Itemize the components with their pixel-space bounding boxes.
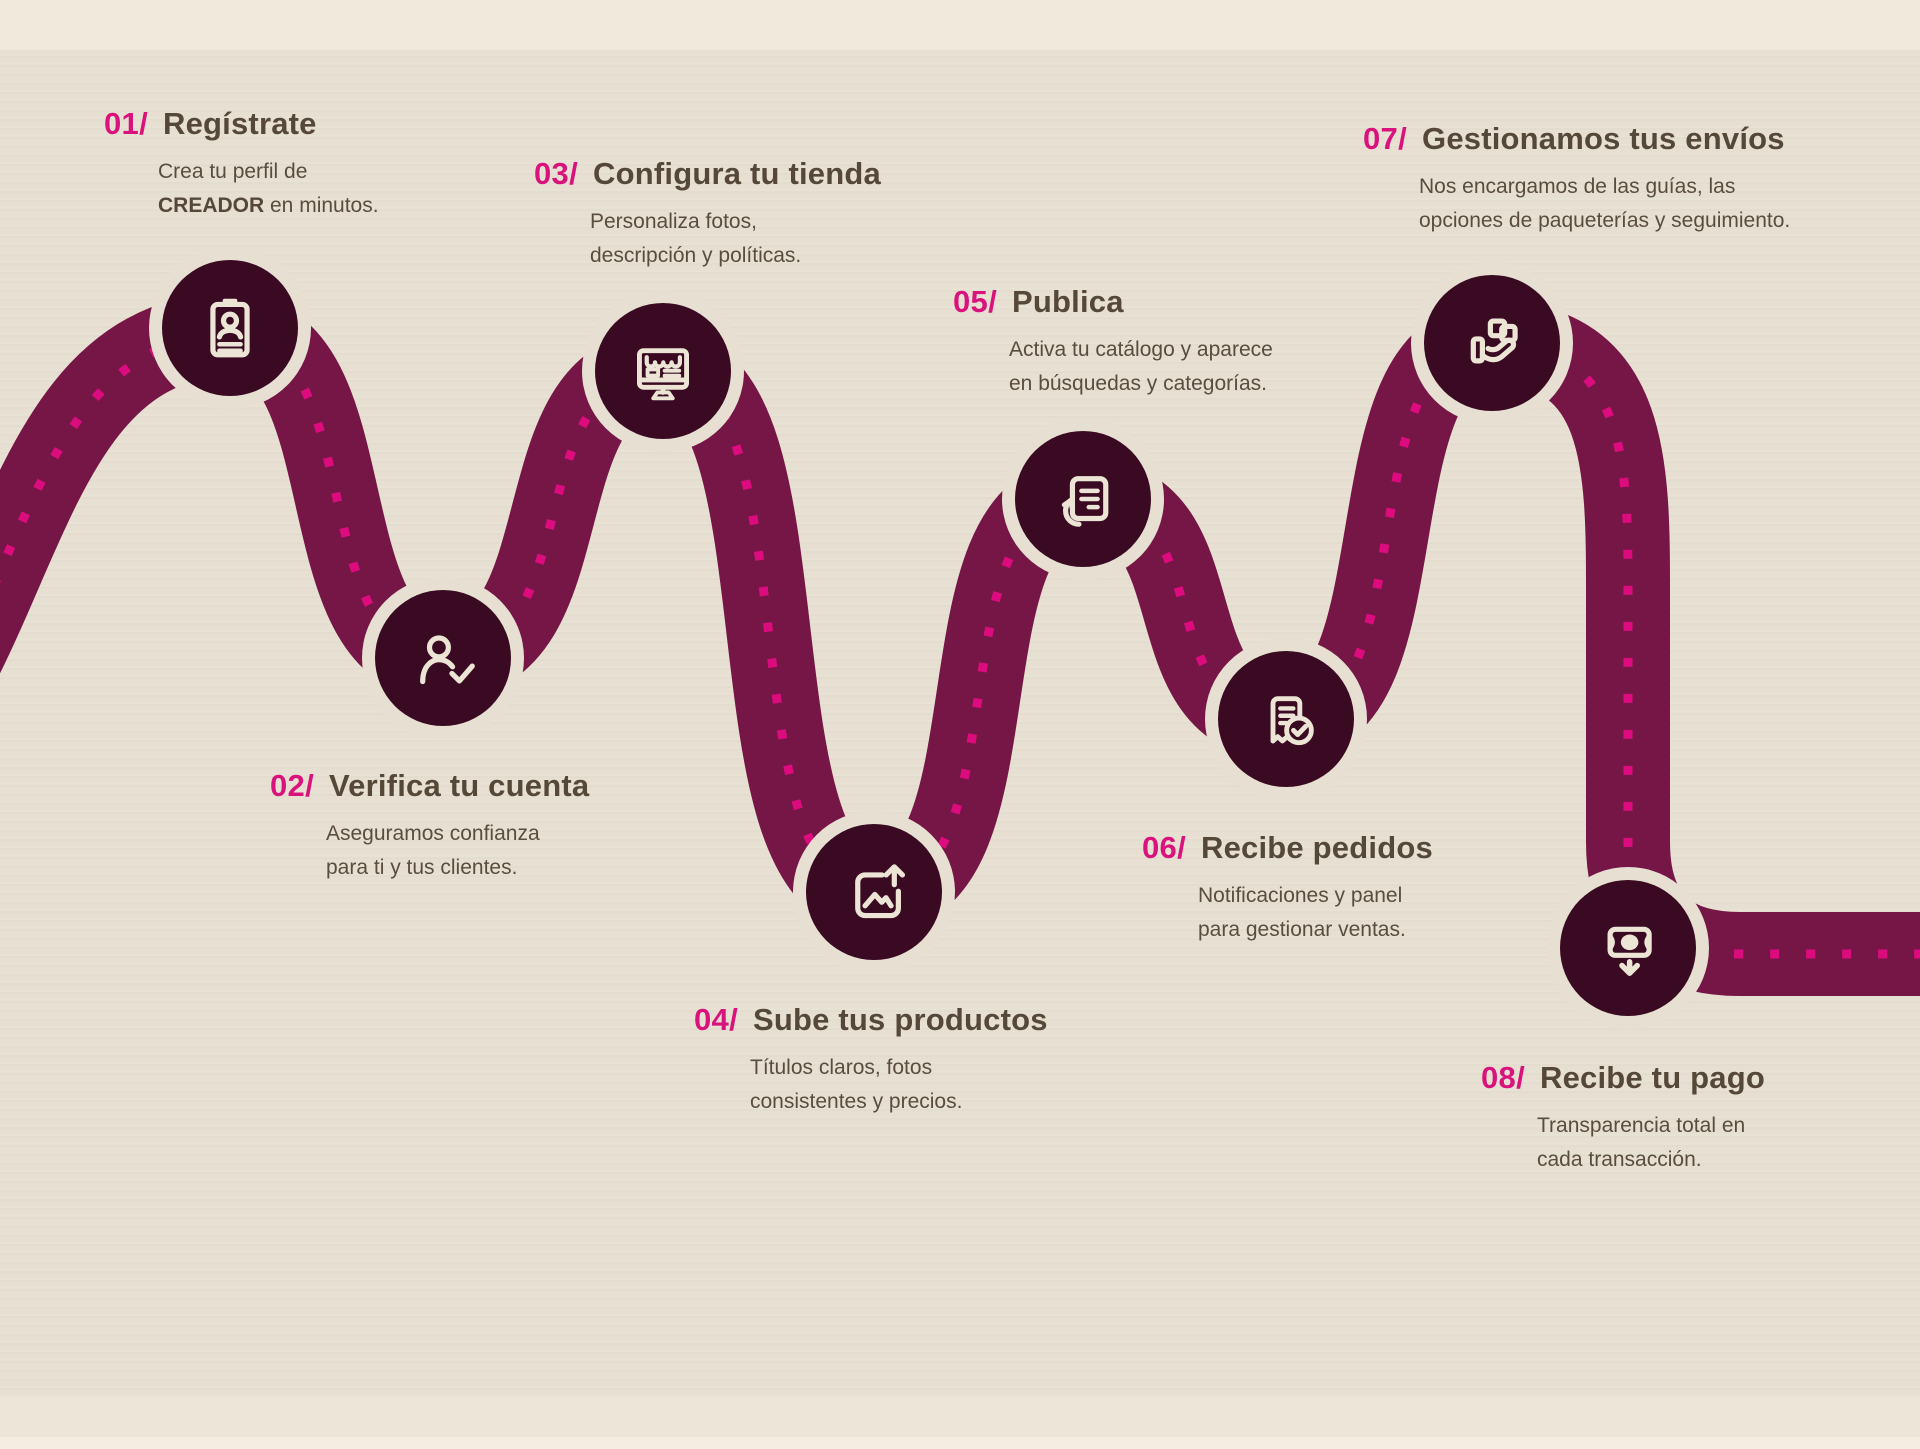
step-08: 08/ Recibe tu pago Transparencia total e… [1481, 1060, 1765, 1177]
step-head: 01/ Regístrate [104, 106, 379, 142]
node-disc [1218, 651, 1354, 787]
clipboard-user-icon [210, 298, 250, 358]
step-description: Títulos claros, fotos consistentes y pre… [750, 1056, 963, 1113]
step-number: 01/ [104, 106, 148, 141]
node-disc [1560, 880, 1696, 1016]
step-06: 06/ Recibe pedidos Notificaciones y pane… [1142, 830, 1433, 947]
step-description: Crea tu perfil de CREADOR en minutos. [158, 160, 379, 217]
step-description: Aseguramos confianza para ti y tus clien… [326, 822, 540, 879]
node-disc [375, 590, 511, 726]
step-number: 05/ [953, 284, 997, 319]
step-07: 07/ Gestionamos tus envíos Nos encargamo… [1363, 121, 1790, 238]
step-01: 01/ Regístrate Crea tu perfil de CREADOR… [104, 106, 379, 223]
step-03: 03/ Configura tu tienda Personaliza foto… [534, 156, 881, 273]
node-step-07 [1411, 262, 1573, 424]
node-disc [1424, 275, 1560, 411]
step-description: Personaliza fotos, descripción y polític… [590, 210, 802, 267]
step-head: 03/ Configura tu tienda [534, 156, 881, 192]
step-title: Regístrate [163, 106, 317, 141]
step-head: 05/ Publica [953, 284, 1273, 320]
step-title: Verifica tu cuenta [329, 768, 590, 803]
step-title: Configura tu tienda [593, 156, 881, 191]
node-disc [806, 824, 942, 960]
step-head: 07/ Gestionamos tus envíos [1363, 121, 1790, 157]
upload-image-icon [855, 864, 906, 919]
step-description: Activa tu catálogo y aparece en búsqueda… [1009, 338, 1273, 395]
node-step-05 [1002, 418, 1164, 580]
user-verified-icon [420, 635, 475, 685]
step-title: Recibe tu pago [1540, 1060, 1765, 1095]
step-number: 02/ [270, 768, 314, 803]
hand-package-icon [1470, 318, 1518, 364]
payout-icon [1607, 926, 1652, 976]
step-head: 08/ Recibe tu pago [1481, 1060, 1765, 1096]
step-title: Publica [1012, 284, 1124, 319]
step-number: 08/ [1481, 1060, 1525, 1095]
step-04: 04/ Sube tus productos Títulos claros, f… [694, 1002, 1048, 1119]
node-disc [1015, 431, 1151, 567]
online-store-icon [637, 348, 689, 401]
node-step-01 [149, 247, 311, 409]
node-step-02 [362, 577, 524, 739]
node-step-03 [582, 290, 744, 452]
step-number: 07/ [1363, 121, 1407, 156]
step-title: Sube tus productos [753, 1002, 1048, 1037]
node-disc [595, 303, 731, 439]
step-description: Nos encargamos de las guías, las opcione… [1419, 175, 1791, 232]
order-check-icon [1270, 696, 1314, 746]
node-step-06 [1205, 638, 1367, 800]
step-number: 03/ [534, 156, 578, 191]
step-head: 04/ Sube tus productos [694, 1002, 1048, 1038]
publish-catalog-icon [1061, 476, 1109, 527]
step-number: 06/ [1142, 830, 1186, 865]
step-description: Notificaciones y panel para gestionar ve… [1198, 884, 1406, 941]
step-title: Recibe pedidos [1201, 830, 1433, 865]
step-title: Gestionamos tus envíos [1422, 121, 1785, 156]
node-disc [162, 260, 298, 396]
step-number: 04/ [694, 1002, 738, 1037]
step-description: Transparencia total en cada transacción. [1537, 1114, 1746, 1171]
step-02: 02/ Verifica tu cuenta Aseguramos confia… [270, 768, 589, 885]
step-head: 06/ Recibe pedidos [1142, 830, 1433, 866]
step-head: 02/ Verifica tu cuenta [270, 768, 589, 804]
step-05: 05/ Publica Activa tu catálogo y aparece… [953, 284, 1273, 401]
node-step-04 [793, 811, 955, 973]
node-step-08 [1547, 867, 1709, 1029]
